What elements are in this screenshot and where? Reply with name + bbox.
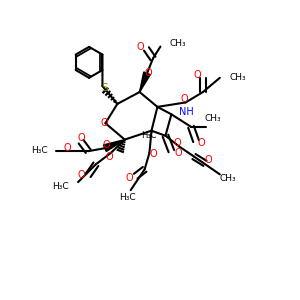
Text: O: O <box>145 68 152 78</box>
Text: CH₃: CH₃ <box>220 174 236 183</box>
Text: O: O <box>137 43 144 52</box>
Text: O: O <box>194 70 201 80</box>
Text: H₃C: H₃C <box>119 193 136 202</box>
Text: O: O <box>149 149 157 160</box>
Text: H₃C: H₃C <box>31 146 48 155</box>
Text: O: O <box>174 138 182 148</box>
Text: O: O <box>103 140 110 150</box>
Text: NH: NH <box>179 107 194 117</box>
Text: O: O <box>64 143 71 153</box>
Polygon shape <box>140 72 150 92</box>
Text: O: O <box>174 148 182 158</box>
Text: S: S <box>101 83 108 94</box>
Text: O: O <box>180 94 188 104</box>
Text: O: O <box>204 155 212 165</box>
Text: CH₃: CH₃ <box>170 39 187 48</box>
Text: O: O <box>78 133 86 142</box>
Text: O: O <box>126 172 134 183</box>
Text: CH₃: CH₃ <box>205 114 222 123</box>
Text: O: O <box>78 170 86 180</box>
Text: O: O <box>100 118 108 128</box>
Text: H₃C: H₃C <box>141 131 157 140</box>
Text: O: O <box>198 138 205 148</box>
Polygon shape <box>103 140 125 152</box>
Text: H₃C: H₃C <box>52 182 69 191</box>
Text: CH₃: CH₃ <box>230 73 246 82</box>
Text: O: O <box>106 152 113 161</box>
